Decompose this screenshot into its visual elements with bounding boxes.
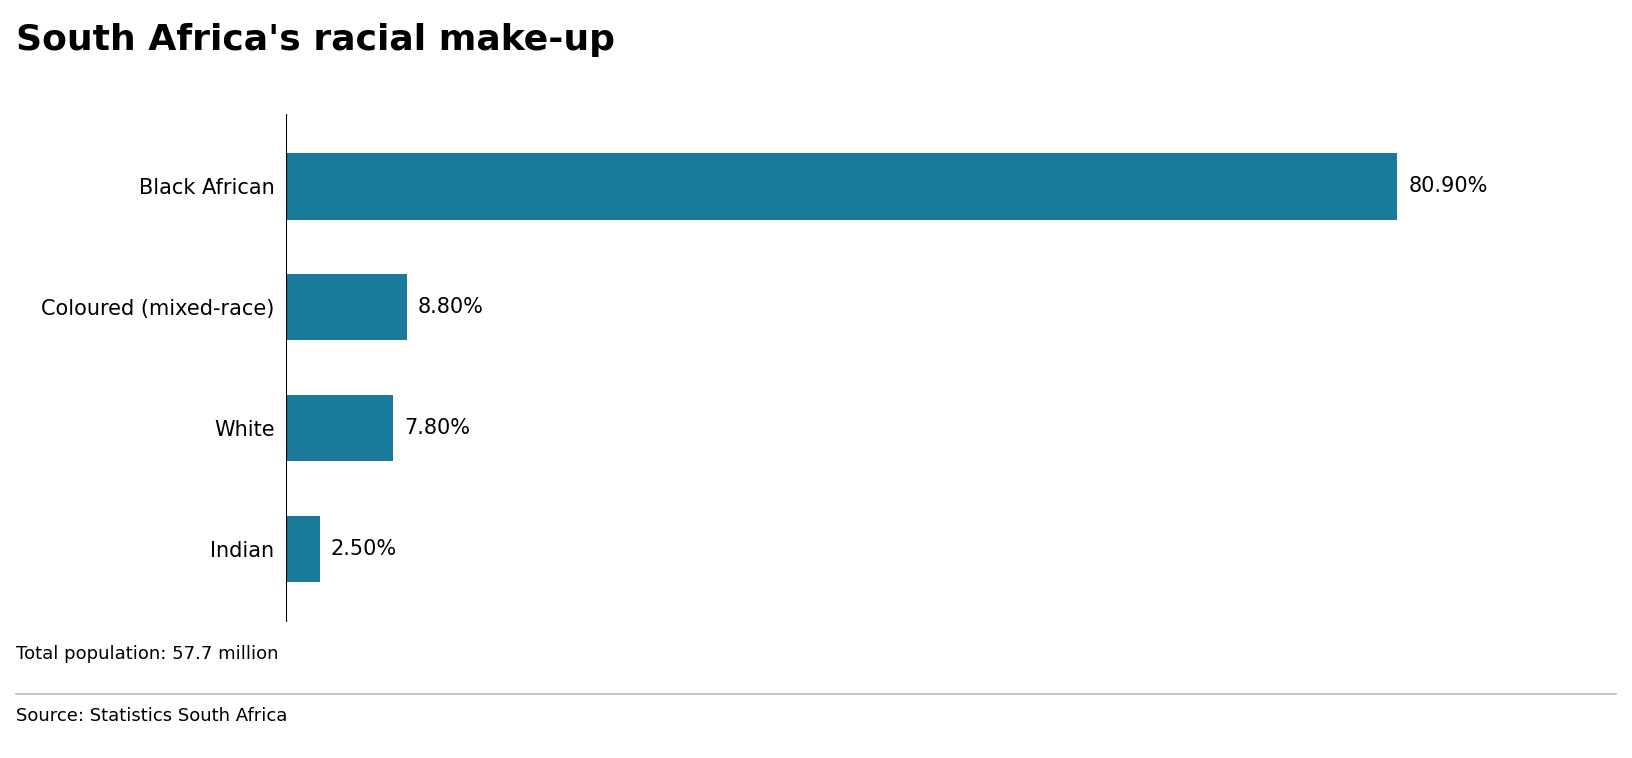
Text: 2.50%: 2.50% [331, 539, 397, 559]
Text: 8.80%: 8.80% [418, 297, 483, 317]
Text: Total population: 57.7 million: Total population: 57.7 million [16, 645, 279, 663]
Bar [286, 515, 320, 582]
Text: 80.90%: 80.90% [1408, 177, 1488, 196]
Text: 7.80%: 7.80% [403, 418, 470, 438]
Bar [286, 395, 393, 462]
Bar [286, 274, 406, 340]
Text: B: B [1606, 709, 1619, 727]
Bar [286, 153, 1397, 220]
Text: South Africa's racial make-up: South Africa's racial make-up [16, 23, 615, 57]
Text: B: B [1565, 709, 1578, 727]
Text: Source: Statistics South Africa: Source: Statistics South Africa [16, 707, 287, 725]
